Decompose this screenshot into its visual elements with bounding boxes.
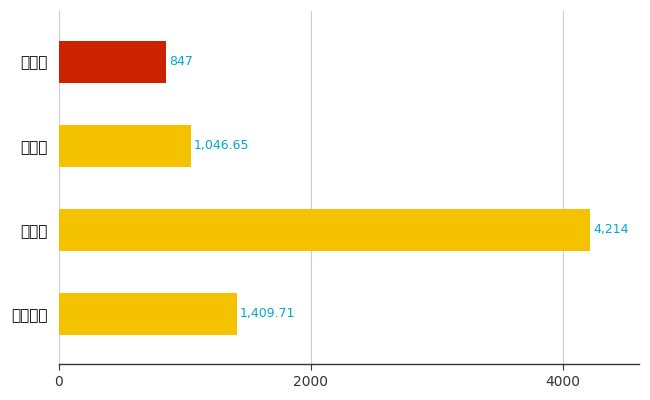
- Bar: [58, 209, 590, 251]
- Text: 1,046.65: 1,046.65: [194, 139, 250, 152]
- Text: 847: 847: [169, 55, 192, 68]
- Bar: [58, 40, 166, 83]
- Bar: [58, 293, 237, 335]
- Text: 1,409.71: 1,409.71: [240, 308, 295, 320]
- Bar: [58, 125, 190, 167]
- Text: 4,214: 4,214: [593, 223, 629, 236]
